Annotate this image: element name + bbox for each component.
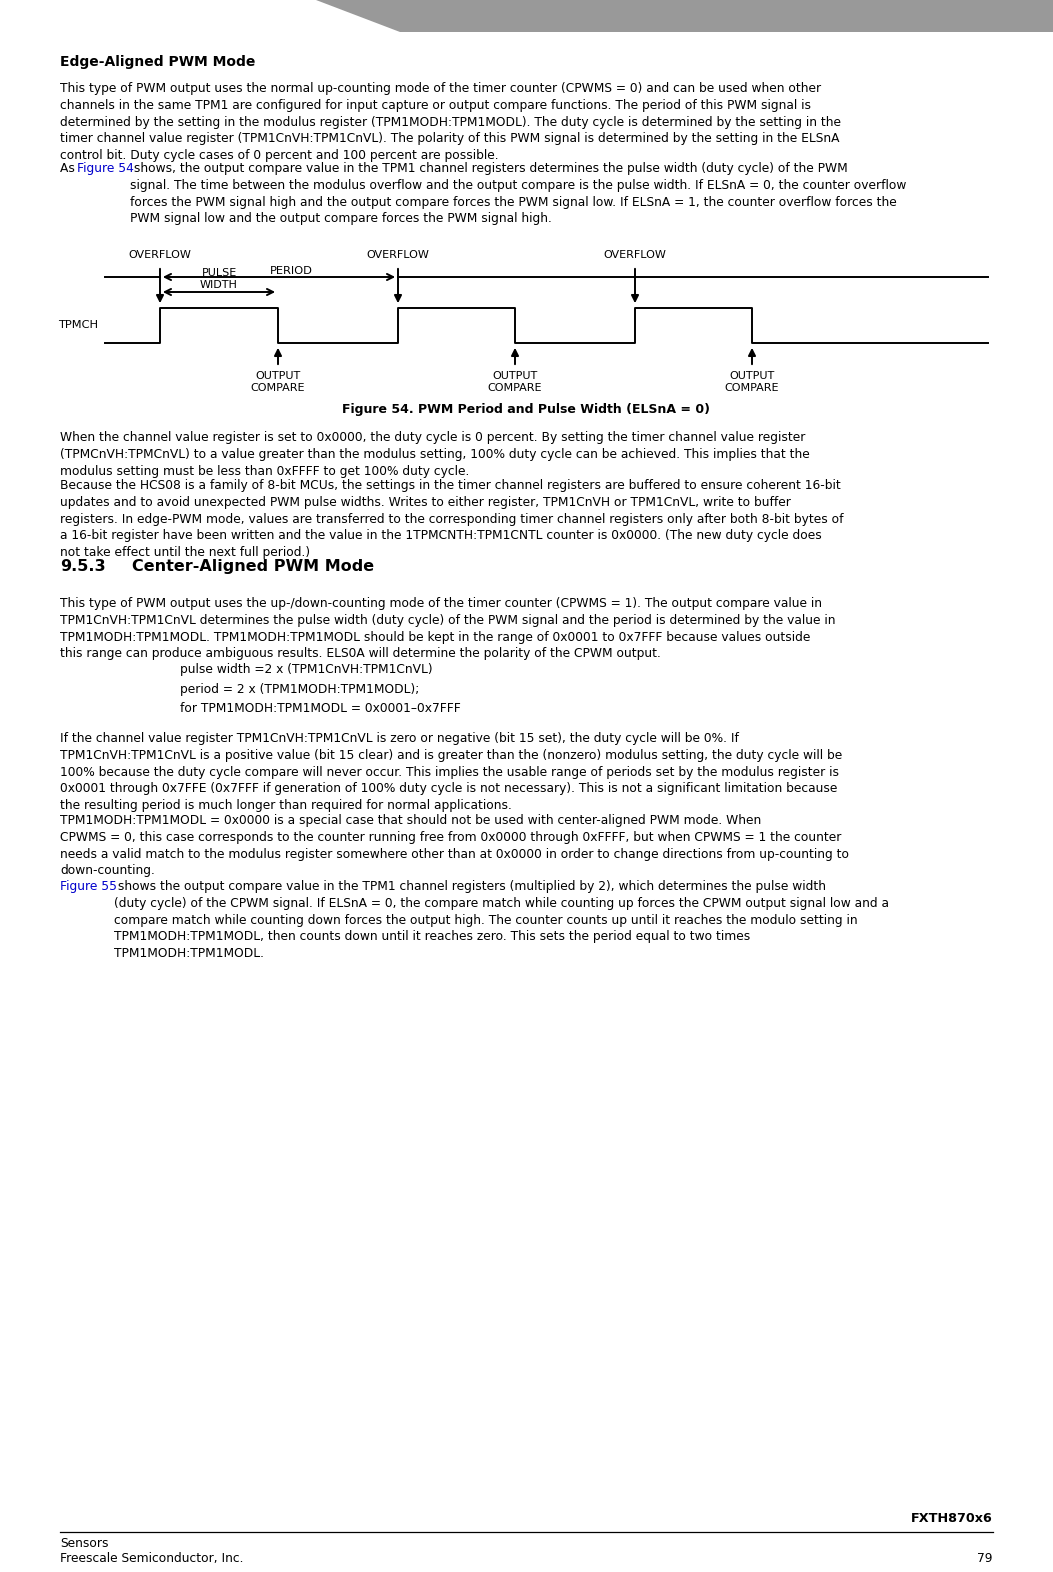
Text: shows the output compare value in the TPM1 channel registers (multiplied by 2), : shows the output compare value in the TP… [114, 880, 889, 960]
Text: shows, the output compare value in the TPM1 channel registers determines the pul: shows, the output compare value in the T… [131, 162, 907, 225]
Text: OVERFLOW: OVERFLOW [366, 250, 430, 259]
Text: OUTPUT
COMPARE: OUTPUT COMPARE [488, 371, 542, 393]
Text: Figure 54. PWM Period and Pulse Width (ELSnA = 0): Figure 54. PWM Period and Pulse Width (E… [342, 402, 711, 417]
Text: This type of PWM output uses the normal up-counting mode of the timer counter (C: This type of PWM output uses the normal … [60, 82, 841, 162]
Text: OVERFLOW: OVERFLOW [128, 250, 192, 259]
Text: PERIOD: PERIOD [270, 266, 313, 275]
Text: This type of PWM output uses the up-/down-counting mode of the timer counter (CP: This type of PWM output uses the up-/dow… [60, 597, 835, 660]
Text: OUTPUT
COMPARE: OUTPUT COMPARE [251, 371, 305, 393]
Polygon shape [316, 0, 1053, 31]
Text: TPM1MODH:TPM1MODL = 0x0000 is a special case that should not be used with center: TPM1MODH:TPM1MODL = 0x0000 is a special … [60, 814, 849, 877]
Text: 9.5.3: 9.5.3 [60, 560, 105, 574]
Text: TPMCH: TPMCH [58, 321, 98, 330]
Text: Edge-Aligned PWM Mode: Edge-Aligned PWM Mode [60, 55, 256, 69]
Text: PULSE
WIDTH: PULSE WIDTH [200, 269, 238, 289]
Text: pulse width =2 x (TPM1CnVH:TPM1CnVL): pulse width =2 x (TPM1CnVH:TPM1CnVL) [180, 663, 433, 676]
Text: FXTH870x6: FXTH870x6 [911, 1512, 993, 1525]
Text: Because the HCS08 is a family of 8-bit MCUs, the settings in the timer channel r: Because the HCS08 is a family of 8-bit M… [60, 479, 843, 560]
Text: If the channel value register TPM1CnVH:TPM1CnVL is zero or negative (bit 15 set): If the channel value register TPM1CnVH:T… [60, 733, 842, 813]
Text: Sensors: Sensors [60, 1537, 108, 1550]
Text: Figure 55: Figure 55 [60, 880, 117, 893]
Text: As: As [60, 162, 79, 174]
Text: period = 2 x (TPM1MODH:TPM1MODL);: period = 2 x (TPM1MODH:TPM1MODL); [180, 682, 419, 695]
Text: Figure 54: Figure 54 [78, 162, 135, 174]
Text: OUTPUT
COMPARE: OUTPUT COMPARE [724, 371, 779, 393]
Text: Center-Aligned PWM Mode: Center-Aligned PWM Mode [132, 560, 374, 574]
Text: When the channel value register is set to 0x0000, the duty cycle is 0 percent. B: When the channel value register is set t… [60, 431, 810, 478]
Text: OVERFLOW: OVERFLOW [603, 250, 667, 259]
Text: 79: 79 [977, 1552, 993, 1566]
Text: for TPM1MODH:TPM1MODL = 0x0001–0x7FFF: for TPM1MODH:TPM1MODL = 0x0001–0x7FFF [180, 703, 461, 715]
Text: Freescale Semiconductor, Inc.: Freescale Semiconductor, Inc. [60, 1552, 243, 1566]
